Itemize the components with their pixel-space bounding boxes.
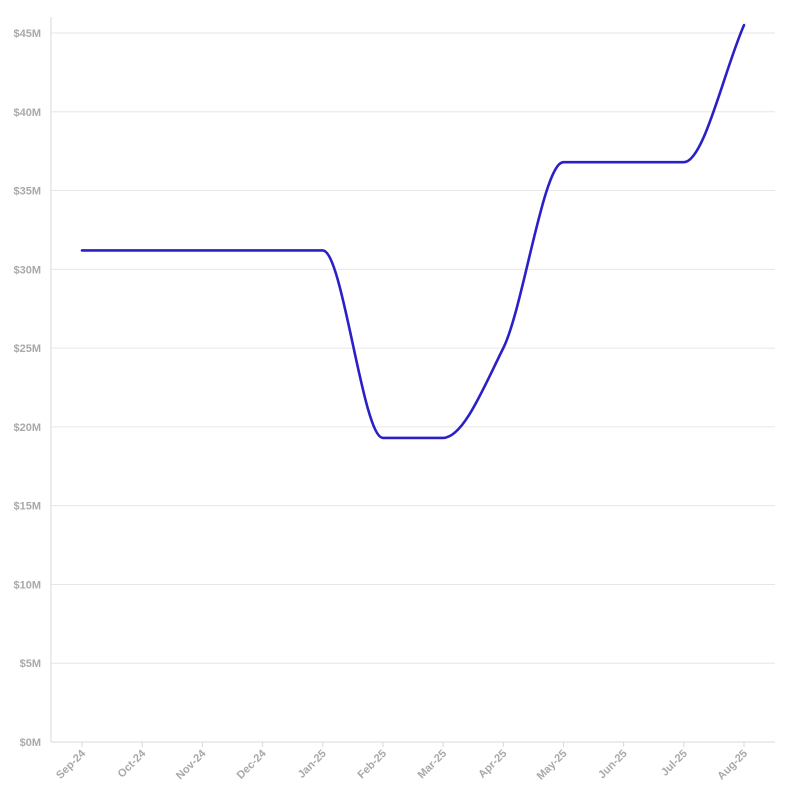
axes <box>50 17 775 743</box>
y-tick-label: $20M <box>13 422 41 434</box>
x-tick-label: Dec-24 <box>235 747 270 782</box>
x-tick-label: Jun-25 <box>596 748 630 782</box>
y-tick-label: $10M <box>13 579 41 591</box>
y-tick-label: $40M <box>13 107 41 119</box>
x-tick-label: Jan-25 <box>296 748 329 781</box>
x-tick-label: May-25 <box>535 748 570 783</box>
y-gridlines <box>51 32 775 664</box>
y-tick-label: $5M <box>20 658 41 670</box>
y-tick-label: $15M <box>13 501 41 513</box>
y-tick-labels: $0M $5M $10M $15M $20M $25M $30M $35M $40M $45M <box>13 28 41 749</box>
y-tick-label: $25M <box>13 343 41 355</box>
x-tick-label: Mar-25 <box>416 748 450 782</box>
y-tick-label: $35M <box>13 186 41 198</box>
y-tick-label: $0M <box>20 737 41 749</box>
x-tick-label: Jul-25 <box>659 748 690 779</box>
x-tick-label: Sep-24 <box>54 747 89 782</box>
x-tick-label: Nov-24 <box>174 747 209 782</box>
x-tick-label: Aug-25 <box>715 748 750 783</box>
y-tick-label: $45M <box>13 28 41 40</box>
series-lines <box>80 23 746 440</box>
x-tick-label: Apr-25 <box>476 748 509 781</box>
x-tick-label: Oct-24 <box>116 747 149 780</box>
series-line <box>80 23 746 440</box>
x-tick-label: Feb-25 <box>355 748 389 782</box>
y-tick-label: $30M <box>13 264 41 276</box>
x-tick-labels: Sep-24 Oct-24 Nov-24 Dec-24 Jan-25 Feb-25 Mar-… <box>54 742 750 782</box>
